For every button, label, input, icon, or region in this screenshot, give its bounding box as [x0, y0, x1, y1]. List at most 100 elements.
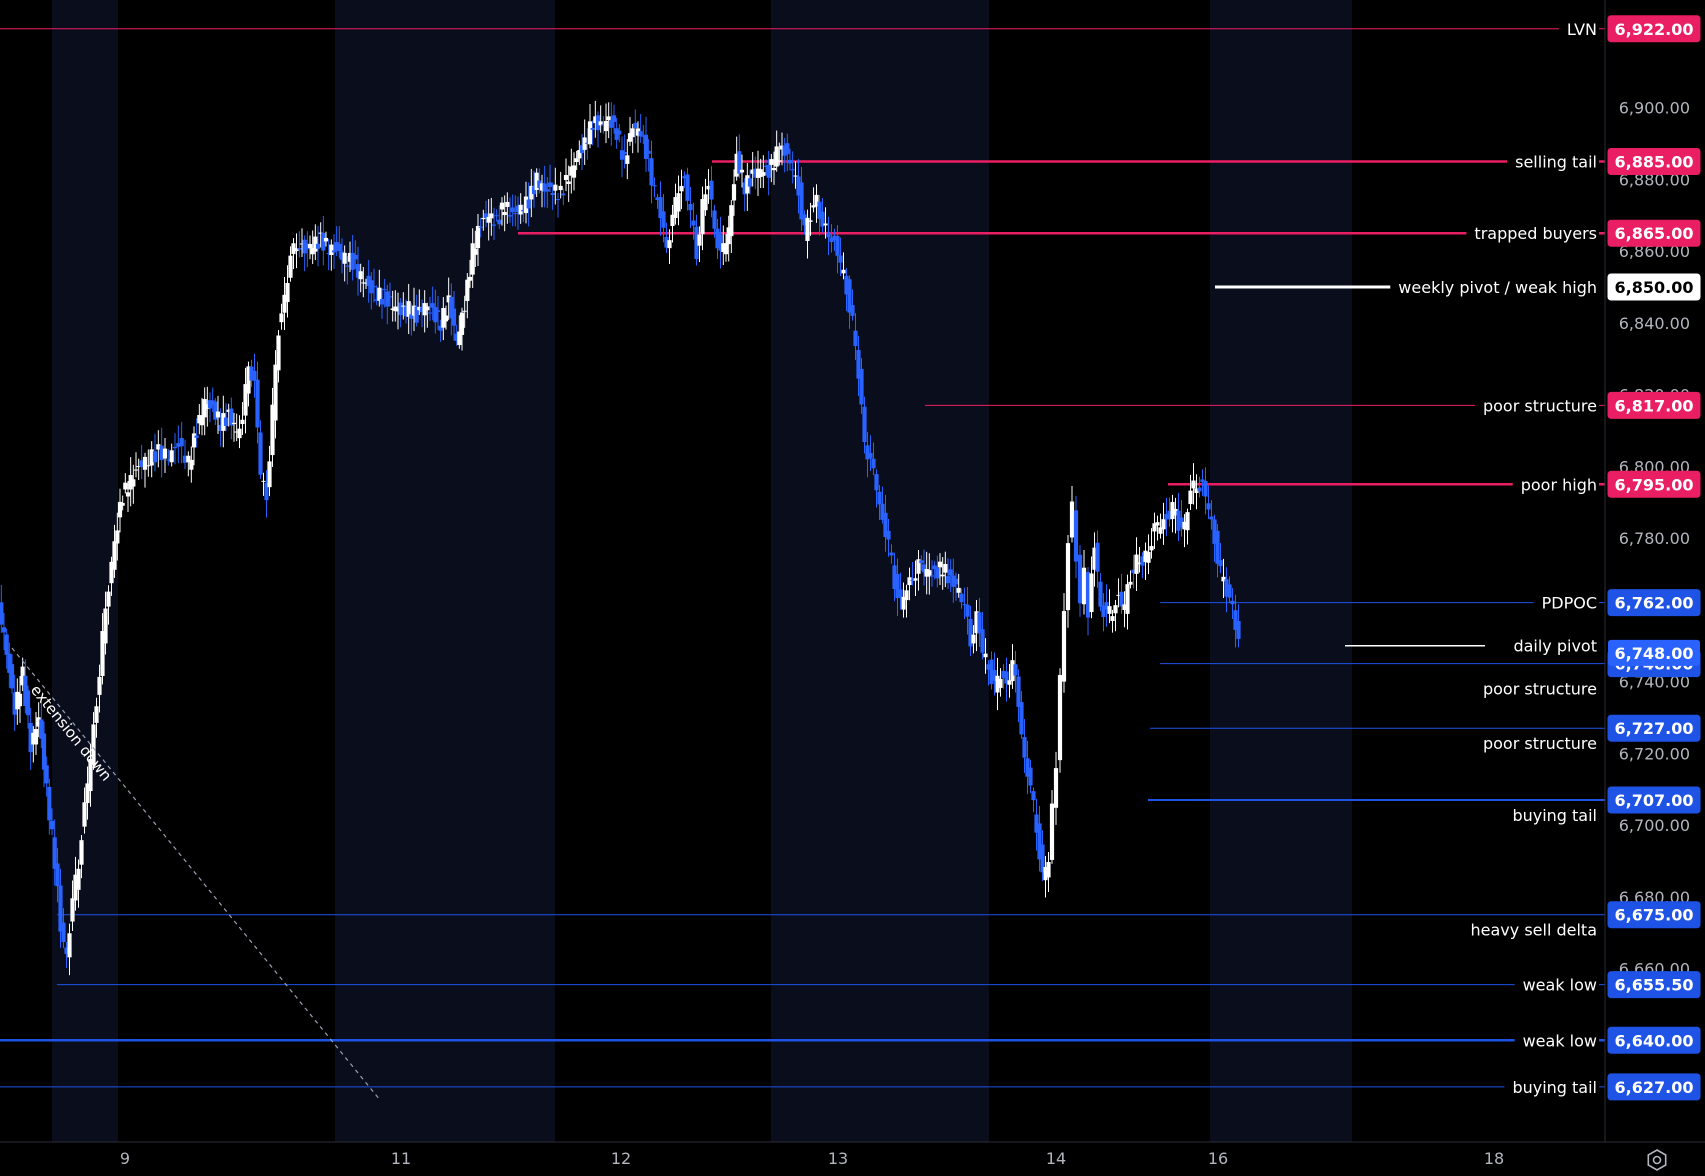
candle-body: [1113, 605, 1118, 614]
price-badge[interactable]: 6,817.00: [1607, 391, 1701, 419]
price-badge[interactable]: 6,795.00: [1607, 470, 1701, 498]
candle-body: [85, 783, 90, 804]
extension-down-line[interactable]: [11, 647, 381, 1101]
price-badge[interactable]: 6,922.00: [1607, 15, 1701, 43]
candle-body: [558, 185, 563, 191]
current-price-badge[interactable]: 6,748.00: [1608, 639, 1700, 666]
candle-body: [369, 280, 374, 294]
candle-body: [223, 417, 229, 426]
candle-body: [189, 459, 194, 470]
candle-body: [149, 449, 154, 466]
candle-body: [601, 124, 606, 126]
candle-body: [414, 306, 419, 323]
price-badge[interactable]: 6,675.00: [1607, 901, 1701, 929]
candle-body: [9, 664, 15, 689]
level-label: daily pivot: [1513, 637, 1597, 656]
candle-body: [139, 460, 144, 468]
candle-body: [131, 479, 136, 487]
price-badge[interactable]: 6,865.00: [1607, 219, 1701, 247]
candle-body: [169, 450, 174, 463]
candle-body: [419, 307, 425, 313]
candle-body: [585, 142, 590, 144]
level-label-bg: [1512, 474, 1599, 495]
candle-body: [826, 232, 831, 238]
candle-body: [377, 287, 382, 301]
price-badge[interactable]: 6,627.00: [1607, 1073, 1701, 1101]
y-tick-label: 6,840.00: [1619, 314, 1690, 333]
candle-body: [862, 406, 867, 443]
price-badge[interactable]: 6,727.00: [1607, 714, 1701, 742]
candle-body: [734, 153, 739, 177]
candle-body: [820, 211, 825, 227]
candle-body: [703, 194, 708, 211]
price-badge[interactable]: 6,655.50: [1607, 971, 1701, 999]
candle-body: [136, 466, 141, 468]
level-label: buying tail: [1512, 806, 1597, 825]
candle-body: [44, 765, 49, 784]
candle-body: [614, 128, 619, 140]
time-axis[interactable]: [0, 1142, 1705, 1176]
candle-body: [146, 465, 151, 467]
candle-body: [20, 666, 25, 686]
price-badge[interactable]: 6,762.00: [1607, 589, 1701, 617]
level-label-bg: [1514, 1030, 1599, 1051]
candle-body: [17, 693, 23, 707]
candle-body: [1081, 567, 1087, 605]
level-label-bg: [1390, 277, 1599, 298]
x-tick-label: 11: [391, 1149, 411, 1168]
price-badge[interactable]: 6,850.00: [1607, 273, 1701, 301]
candle-body: [23, 675, 28, 707]
candle-body: [904, 590, 909, 601]
candle-body: [321, 232, 326, 251]
candle-body: [1031, 791, 1036, 801]
candle-body: [294, 248, 299, 252]
price-badge[interactable]: 6,640.00: [1607, 1026, 1701, 1054]
candle-body: [553, 184, 558, 191]
candle-body: [491, 224, 497, 226]
candle-body: [1119, 591, 1124, 607]
candle-body: [635, 128, 641, 136]
candle-body: [1065, 543, 1071, 611]
candle-body: [643, 134, 649, 159]
candle-body: [1230, 600, 1235, 605]
candle-body: [515, 205, 521, 213]
candle-body: [1037, 823, 1042, 860]
candle-body: [697, 234, 702, 246]
candle-body: [205, 404, 210, 410]
gear-icon[interactable]: [1647, 1149, 1667, 1171]
price-badge[interactable]: 6,707.00: [1607, 786, 1701, 814]
candle-body: [895, 574, 900, 599]
candle-body: [1077, 554, 1083, 604]
candle-body: [123, 482, 128, 490]
candle-body: [76, 868, 81, 890]
price-badge-text: 6,627.00: [1615, 1078, 1694, 1097]
candle-body: [73, 874, 78, 901]
price-badge[interactable]: 6,885.00: [1607, 147, 1701, 175]
candle-body: [510, 207, 515, 213]
candle-body: [417, 306, 422, 311]
candle-body: [112, 541, 117, 570]
candle-body: [366, 275, 371, 286]
level-label-bg: [1462, 919, 1599, 940]
candle-body: [361, 282, 366, 284]
candle-body: [481, 217, 486, 220]
session-band: [335, 0, 555, 1142]
candle-body: [790, 169, 795, 171]
candle-body: [307, 244, 313, 249]
y-tick-label: 6,860.00: [1619, 242, 1690, 261]
candle-body: [652, 185, 657, 187]
candle-body: [1149, 545, 1154, 551]
candle-body: [1143, 550, 1148, 562]
candle-body: [49, 820, 55, 830]
candle-body: [499, 202, 505, 210]
candle-body: [718, 234, 723, 251]
candle-body: [1215, 530, 1220, 564]
y-tick-label: 6,720.00: [1619, 744, 1690, 763]
candle-body: [337, 243, 342, 252]
candle-body: [1010, 660, 1015, 682]
candle-body: [194, 435, 199, 438]
candle-body: [1131, 569, 1136, 574]
level-label: weak low: [1523, 1031, 1597, 1050]
